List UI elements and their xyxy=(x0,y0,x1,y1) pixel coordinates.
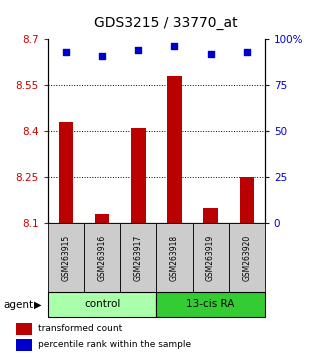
Text: GSM263918: GSM263918 xyxy=(170,234,179,281)
Bar xyxy=(193,223,229,292)
Point xyxy=(64,49,69,55)
Bar xyxy=(229,223,265,292)
Point xyxy=(136,47,141,53)
Bar xyxy=(156,223,193,292)
Text: GSM263915: GSM263915 xyxy=(62,234,71,281)
Bar xyxy=(59,122,73,223)
Text: GDS3215 / 33770_at: GDS3215 / 33770_at xyxy=(94,16,237,30)
Bar xyxy=(84,223,120,292)
Point xyxy=(172,44,177,49)
Bar xyxy=(120,223,157,292)
Text: GSM263916: GSM263916 xyxy=(98,234,107,281)
Bar xyxy=(48,223,84,292)
Bar xyxy=(167,76,182,223)
Bar xyxy=(240,177,254,223)
Text: transformed count: transformed count xyxy=(38,324,122,333)
Text: GSM263920: GSM263920 xyxy=(242,234,251,281)
Point xyxy=(100,53,105,58)
Bar xyxy=(95,214,110,223)
Text: 13-cis RA: 13-cis RA xyxy=(186,299,235,309)
Bar xyxy=(156,292,265,317)
Bar xyxy=(48,292,157,317)
Point xyxy=(244,49,249,55)
Text: agent: agent xyxy=(3,300,33,310)
Bar xyxy=(16,338,32,350)
Bar xyxy=(131,128,146,223)
Text: GSM263919: GSM263919 xyxy=(206,234,215,281)
Text: percentile rank within the sample: percentile rank within the sample xyxy=(38,340,191,349)
Bar xyxy=(203,208,218,223)
Text: ▶: ▶ xyxy=(34,300,42,310)
Text: GSM263917: GSM263917 xyxy=(134,234,143,281)
Bar xyxy=(16,322,32,335)
Point xyxy=(208,51,213,57)
Text: control: control xyxy=(84,299,120,309)
